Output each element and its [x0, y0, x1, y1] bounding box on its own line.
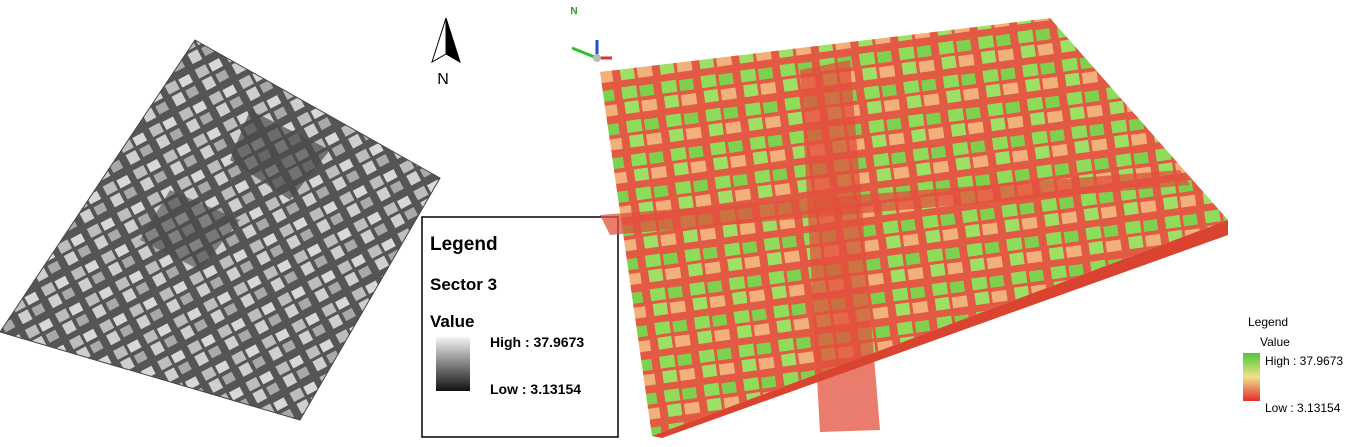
legend-title: Legend — [1248, 315, 1288, 329]
legend-high: High : 37.9673 — [490, 334, 584, 350]
north-arrow — [431, 17, 447, 64]
road-strip — [600, 170, 1190, 235]
axis-north-label: N — [570, 6, 577, 17]
road-strip — [800, 60, 880, 432]
axis-y — [571, 46, 598, 60]
surface-edge — [652, 220, 1228, 438]
legend-ramp — [1243, 353, 1260, 401]
legend-title: Legend — [430, 234, 498, 255]
legend-ramp — [436, 337, 470, 391]
legend-box — [421, 216, 619, 438]
legend-low: Low : 3.13154 — [1265, 401, 1341, 415]
dark-area — [230, 110, 330, 200]
axis-origin — [593, 54, 601, 62]
legend-field: Value — [1260, 335, 1290, 349]
legend-field: Value — [430, 312, 474, 331]
legend-high: High : 37.9673 — [1265, 354, 1343, 368]
legend-layer: Sector 3 — [430, 275, 497, 294]
dark-area — [140, 190, 240, 270]
surface-raster — [600, 18, 1228, 436]
north-label: N — [437, 71, 449, 88]
legend-low: Low : 3.13154 — [490, 381, 581, 397]
north-arrow — [445, 17, 461, 64]
